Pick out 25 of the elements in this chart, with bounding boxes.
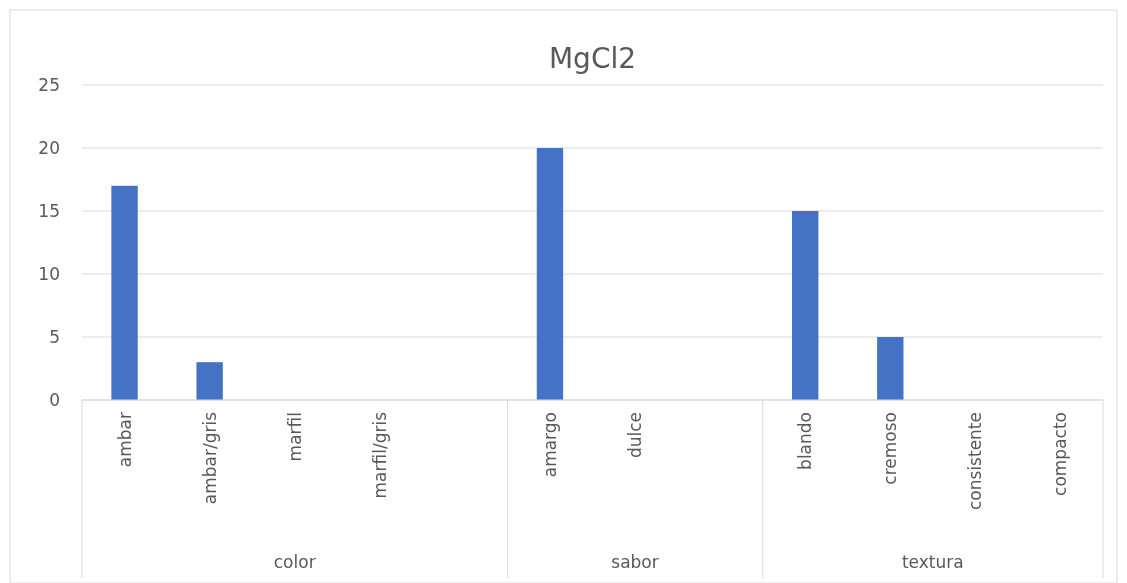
- y-tick-label: 5: [49, 326, 60, 347]
- x-tick-label: amargo: [539, 412, 560, 478]
- x-tick-label: compacto: [1050, 412, 1071, 496]
- text: color: [273, 552, 316, 572]
- bar: [536, 148, 564, 400]
- x-tick-label: ambar/gris: [199, 411, 220, 505]
- text: sabor: [611, 552, 659, 572]
- x-tick-label: blando: [795, 412, 816, 470]
- y-tick-label: 10: [38, 263, 60, 284]
- y-tick-label: 25: [38, 74, 60, 95]
- bar: [792, 211, 819, 400]
- x-tick-label: marfil/gris: [369, 411, 390, 499]
- x-tick-label: cremoso: [880, 412, 901, 485]
- bar: [111, 185, 138, 400]
- y-tick-label: 0: [49, 389, 60, 410]
- x-tick-label: dulce: [625, 412, 646, 459]
- x-tick-label: marfil: [284, 412, 305, 462]
- x-tick-label: consistente: [965, 412, 986, 510]
- bar: [877, 337, 904, 400]
- bar: [196, 362, 223, 400]
- chart-title: MgCl2: [548, 42, 637, 75]
- y-tick-label: 15: [38, 200, 60, 221]
- text: textura: [901, 552, 964, 572]
- x-tick-label: ambar: [114, 412, 135, 468]
- y-tick-label: 20: [38, 137, 60, 158]
